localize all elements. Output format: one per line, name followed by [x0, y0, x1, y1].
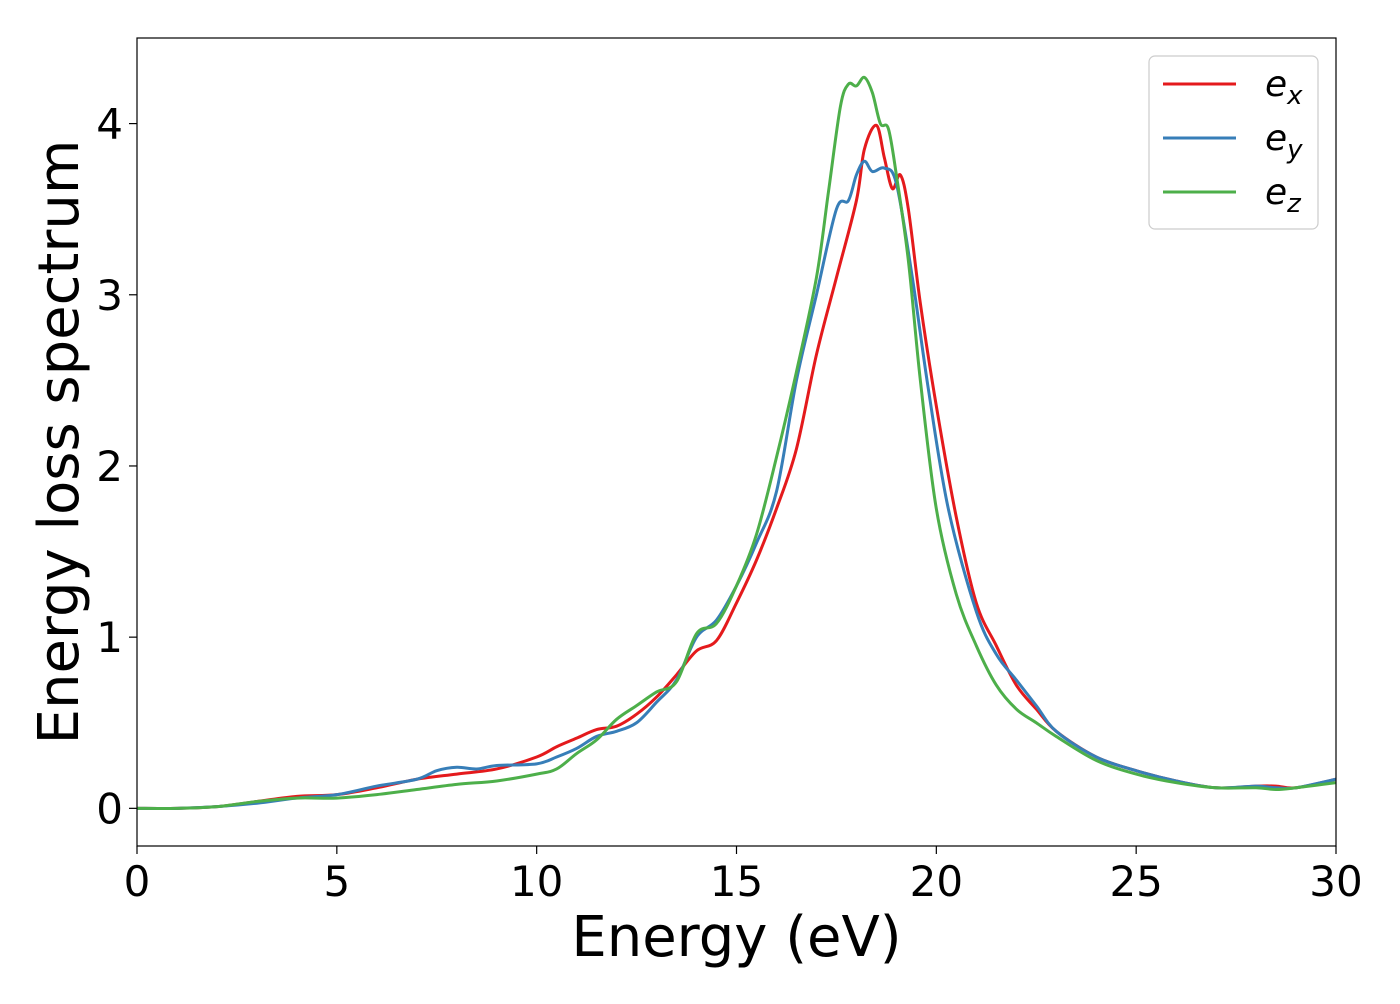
series-lines-group	[136, 75, 1337, 810]
y-tick-label: 1	[96, 613, 123, 662]
x-axis-label: Energy (eV)	[571, 905, 901, 970]
y-axis-label: Energy loss spectrum	[27, 140, 92, 745]
legend-label-y: ey	[1265, 118, 1303, 165]
x-tick-label: 5	[323, 857, 350, 906]
series-line-z	[136, 75, 1337, 810]
y-tick-label: 4	[96, 100, 123, 149]
legend-label-z: ez	[1265, 172, 1302, 219]
x-axis-ticks: 0 5 10 15 20 25 30	[124, 846, 1363, 906]
x-tick-label: 15	[710, 857, 763, 906]
x-tick-label: 20	[910, 857, 963, 906]
legend: ex ey ez	[1148, 55, 1319, 230]
x-tick-label: 10	[510, 857, 563, 906]
y-axis-ticks: 0 1 2 3 4	[96, 100, 137, 833]
legend-label-x: ex	[1265, 64, 1303, 111]
y-tick-label: 3	[96, 271, 123, 320]
y-tick-label: 2	[96, 442, 123, 491]
x-tick-label: 30	[1309, 857, 1362, 906]
series-line-y	[136, 159, 1337, 810]
x-tick-label: 0	[124, 857, 151, 906]
legend-box	[1148, 55, 1319, 230]
y-tick-label: 0	[96, 784, 123, 833]
x-tick-label: 25	[1109, 857, 1162, 906]
